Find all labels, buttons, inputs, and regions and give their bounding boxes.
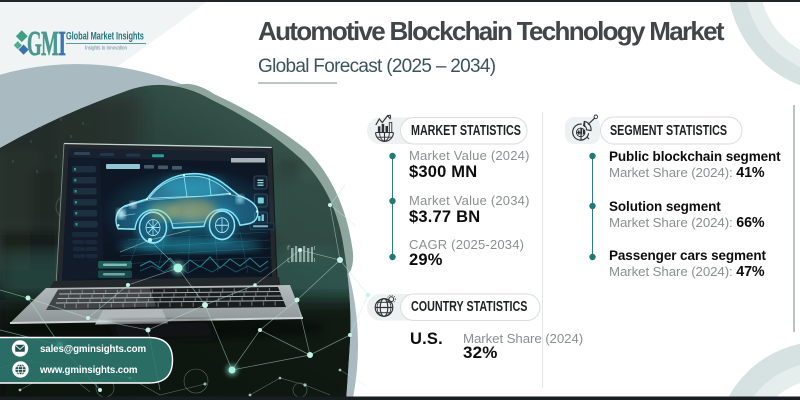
svg-text:GMI: GMI: [27, 25, 65, 64]
svg-text:Insights to innovation: Insights to innovation: [85, 45, 127, 52]
svg-text:Global Market Insights: Global Market Insights: [66, 30, 144, 42]
